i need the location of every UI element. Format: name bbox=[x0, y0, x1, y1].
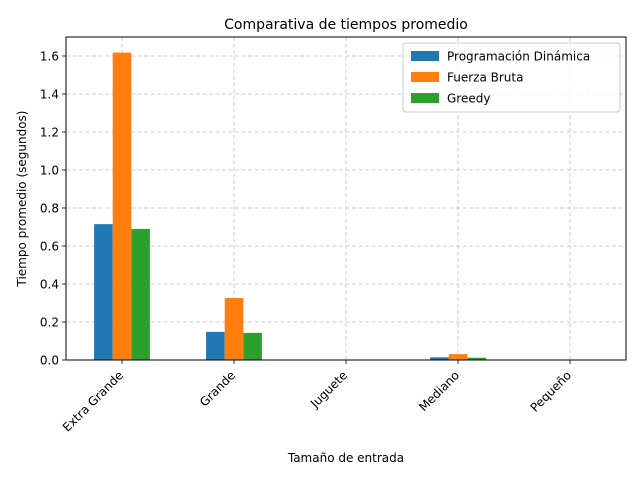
legend-label: Fuerza Bruta bbox=[447, 71, 523, 85]
x-axis-ticks: Extra Grande Grande Juguete Mediano Pequeño bbox=[60, 360, 574, 434]
grid-lines bbox=[66, 37, 626, 361]
legend-label: Greedy bbox=[447, 92, 490, 106]
x-tick-label: Pequeño bbox=[528, 368, 574, 414]
y-tick-label: 0.4 bbox=[40, 278, 59, 292]
y-tick-label: 0.0 bbox=[40, 354, 59, 368]
y-tick-label: 1.6 bbox=[40, 50, 59, 64]
legend: Programación Dinámica Fuerza Bruta Greedy bbox=[402, 42, 621, 113]
legend-swatch bbox=[411, 93, 439, 103]
bars bbox=[94, 52, 598, 361]
x-tick-label: Juguete bbox=[307, 368, 350, 411]
y-tick-label: 0.6 bbox=[40, 240, 59, 254]
y-axis-label: Tiempo promedio (segundos) bbox=[15, 111, 29, 288]
y-axis-ticks: 0.0 0.2 0.4 0.6 0.8 1.0 1.2 1.4 1.6 bbox=[40, 50, 66, 368]
y-tick-label: 0.8 bbox=[40, 202, 59, 216]
bar bbox=[430, 357, 449, 360]
y-tick-label: 0.2 bbox=[40, 316, 59, 330]
bar bbox=[448, 354, 468, 360]
legend-swatch bbox=[411, 51, 439, 61]
bar bbox=[467, 357, 486, 360]
y-tick-label: 1.0 bbox=[40, 164, 59, 178]
x-tick-label: Mediano bbox=[416, 368, 462, 414]
bar bbox=[112, 52, 132, 361]
chart-title: Comparativa de tiempos promedio bbox=[224, 17, 468, 33]
bar bbox=[243, 332, 262, 360]
legend-label: Programación Dinámica bbox=[447, 50, 590, 64]
x-tick-label: Grande bbox=[197, 368, 238, 409]
bar bbox=[131, 228, 150, 360]
bar bbox=[224, 298, 244, 360]
x-tick-label: Extra Grande bbox=[60, 368, 126, 434]
y-tick-label: 1.2 bbox=[40, 126, 59, 140]
bar bbox=[94, 224, 113, 360]
y-tick-label: 1.4 bbox=[40, 88, 59, 102]
legend-box bbox=[402, 42, 621, 113]
x-axis-label: Tamaño de entrada bbox=[287, 451, 404, 465]
bar bbox=[206, 331, 225, 360]
legend-swatch bbox=[411, 72, 439, 82]
